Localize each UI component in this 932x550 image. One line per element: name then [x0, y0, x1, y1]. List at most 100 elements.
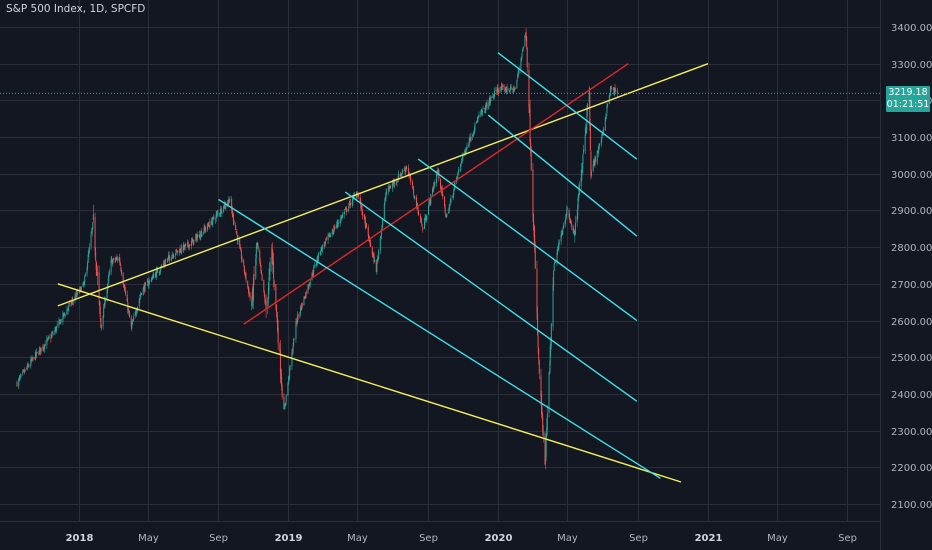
candle-body — [357, 194, 359, 197]
candle — [22, 369, 24, 373]
candle — [138, 297, 140, 309]
grid — [0, 0, 880, 521]
candle — [613, 86, 615, 97]
candle — [605, 112, 607, 121]
candle-body — [494, 90, 496, 92]
candle — [469, 136, 471, 143]
candle-body — [375, 260, 377, 272]
candle-body — [124, 286, 126, 292]
time-axis[interactable]: 2018 May Sep 2019 May Sep 2020 May Sep 2021 May Sep — [66, 533, 857, 544]
candle-body — [478, 115, 480, 117]
candle-body — [88, 251, 90, 255]
candle-body — [598, 144, 600, 146]
candle-body — [167, 257, 169, 259]
red-trendline[interactable] — [243, 63, 629, 325]
candle — [574, 215, 576, 236]
candle-body — [433, 185, 435, 190]
candle — [184, 242, 186, 251]
candle-body — [305, 292, 307, 299]
cyan-trendline[interactable] — [344, 191, 638, 402]
candle-body — [339, 221, 341, 224]
candle-body — [337, 222, 339, 224]
candle — [91, 227, 93, 237]
candle — [570, 220, 572, 231]
candle — [387, 182, 389, 196]
candle-body — [456, 176, 458, 179]
candle — [235, 222, 237, 231]
candle-body — [415, 196, 417, 207]
candle — [127, 308, 129, 313]
candle-body — [440, 179, 442, 189]
candle-body — [485, 102, 487, 104]
candle-body — [474, 123, 476, 130]
candle — [510, 83, 512, 91]
candle — [372, 252, 374, 258]
candle-body — [424, 217, 426, 223]
candle — [87, 250, 89, 263]
price-tick-label: 3400.00 — [891, 23, 932, 34]
candle — [425, 214, 427, 221]
candle — [204, 224, 206, 232]
candle-body — [228, 199, 230, 204]
candle — [446, 212, 448, 218]
candle — [221, 210, 223, 218]
candle — [285, 402, 287, 407]
candle — [94, 212, 96, 257]
candle-body — [565, 214, 567, 219]
candle-body — [297, 315, 299, 322]
candle — [292, 342, 294, 355]
candle-body — [189, 244, 191, 247]
candle — [227, 196, 229, 206]
candle — [542, 425, 544, 443]
candle — [233, 219, 235, 226]
candle — [328, 234, 330, 237]
candle — [464, 149, 466, 157]
candle — [195, 233, 197, 240]
cyan-trendline[interactable] — [487, 114, 638, 237]
cyan-trendline[interactable] — [218, 198, 661, 479]
candle — [599, 143, 601, 150]
candle-body — [469, 137, 471, 141]
last-price-label: 3219.18 — [888, 87, 928, 98]
candle — [181, 243, 183, 255]
candle-body — [124, 290, 126, 294]
candle-body — [64, 313, 66, 315]
price-axis[interactable]: 2100.00 2200.00 2300.00 2400.00 2500.00 2600.… — [891, 23, 932, 511]
candle — [179, 244, 181, 253]
candle — [329, 231, 331, 238]
candle-body — [281, 385, 283, 397]
candle-body — [454, 182, 456, 187]
candle-body — [247, 286, 249, 290]
candle — [283, 403, 285, 410]
cyan-trendline[interactable] — [417, 158, 638, 322]
candle — [500, 82, 502, 93]
candle-body — [197, 234, 199, 238]
cyan-trendline[interactable] — [497, 52, 638, 160]
candle — [433, 181, 435, 187]
candle — [558, 239, 560, 251]
candle-body — [344, 210, 346, 212]
candle-body — [422, 226, 424, 231]
candle-body — [565, 217, 567, 221]
candle-body — [47, 337, 49, 340]
candle — [441, 185, 443, 197]
yellow-trendline[interactable] — [57, 283, 682, 483]
candle-body — [147, 283, 149, 286]
candle — [203, 231, 205, 236]
candle — [295, 318, 297, 343]
candle — [345, 205, 347, 216]
candle — [405, 165, 407, 172]
candle-body — [227, 202, 229, 205]
trendlines[interactable] — [57, 52, 709, 483]
candle — [124, 287, 126, 297]
candle-body — [509, 89, 511, 93]
candle — [442, 194, 444, 200]
candle — [485, 101, 487, 106]
candle — [344, 207, 346, 211]
candle — [55, 325, 57, 332]
candle-body — [444, 207, 446, 214]
yellow-trendline[interactable] — [57, 63, 709, 307]
candle — [364, 214, 366, 224]
candle-body — [396, 180, 398, 183]
